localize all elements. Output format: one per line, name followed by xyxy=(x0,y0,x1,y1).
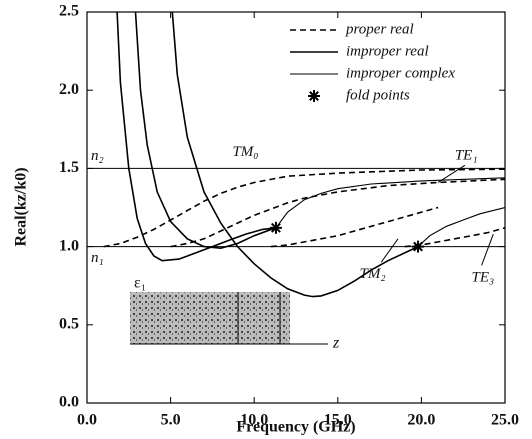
fold-point xyxy=(412,240,425,253)
x-tick-label: 5.0 xyxy=(161,412,181,429)
inset-label: z xyxy=(332,335,340,352)
legend-label: proper real xyxy=(345,21,414,37)
fold-point xyxy=(269,221,282,234)
mode-label: TM₀ xyxy=(232,144,258,160)
series-line xyxy=(116,12,419,298)
legend-label: improper real xyxy=(346,43,429,59)
legend-marker xyxy=(308,90,320,102)
x-tick-label: 10.0 xyxy=(240,412,268,429)
y-tick-label: 2.5 xyxy=(59,3,79,20)
star-stroke xyxy=(309,91,319,101)
mode-label: TM₂ xyxy=(360,266,386,282)
x-axis-title: Frequency (GHz) xyxy=(236,419,355,436)
reference-label: n₁ xyxy=(91,250,104,266)
y-axis-title: Real(kz/k0) xyxy=(13,167,30,246)
x-tick-label: 15.0 xyxy=(324,412,352,429)
mode-label: TE₁ xyxy=(455,147,478,163)
y-tick-label: 1.5 xyxy=(59,159,79,176)
star-stroke xyxy=(413,241,424,252)
y-tick-label: 1.0 xyxy=(59,237,79,254)
x-tick-label: 20.0 xyxy=(407,412,435,429)
series-line xyxy=(103,168,505,248)
y-tick-label: 0.5 xyxy=(59,315,79,332)
leader-line xyxy=(437,164,466,183)
inset-label: ε₁ xyxy=(134,275,146,292)
x-tick-label: 25.0 xyxy=(491,412,519,429)
legend-label: fold points xyxy=(346,87,410,103)
reference-label: n₂ xyxy=(91,148,104,164)
mode-label: TE₃ xyxy=(472,269,495,285)
leader-line xyxy=(380,238,399,263)
inset: ε₁ z xyxy=(130,275,340,352)
plot-area xyxy=(103,12,505,298)
x-tick-label: 0.0 xyxy=(77,412,97,429)
leader-line xyxy=(481,233,494,266)
series-line xyxy=(275,177,505,248)
y-tick-label: 0.0 xyxy=(59,394,79,411)
legend-label: improper complex xyxy=(346,65,455,81)
y-tick-label: 2.0 xyxy=(59,81,79,98)
inset-slab xyxy=(130,292,290,344)
star-stroke xyxy=(270,222,281,233)
